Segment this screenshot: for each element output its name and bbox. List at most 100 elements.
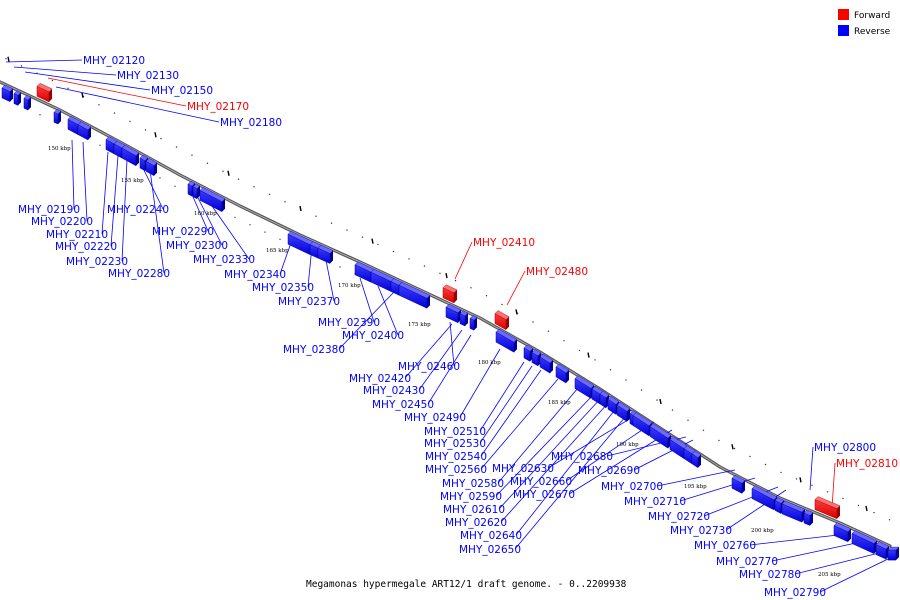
gene-label-mhy-02680[interactable]: MHY_02680 [551,451,613,463]
leader-line [515,405,619,536]
gene-label-mhy-02790[interactable]: MHY_02790 [764,587,826,599]
gene-feature-mhy-02510[interactable] [523,344,534,362]
gene-label-mhy-02400[interactable]: MHY_02400 [342,330,404,342]
gene-feature-mhy-02490[interactable] [495,328,518,353]
gene-feature-mhy-02450[interactable] [469,315,478,331]
gene-label-mhy-02240[interactable]: MHY_02240 [107,204,169,216]
gene-label-mhy-02530[interactable]: MHY_02530 [424,438,486,450]
gene-label-mhy-02200[interactable]: MHY_02200 [31,216,93,228]
gene-feature-mhy-02180[interactable] [53,108,62,125]
gene-feature-mhy-02730[interactable] [781,500,806,523]
gene-feature-mhy-02790[interactable] [887,546,900,561]
gene-label-mhy-02490[interactable]: MHY_02490 [404,412,466,424]
gene-feature-mhy-02170[interactable] [36,83,53,103]
gene-label-mhy-02760[interactable]: MHY_02760 [694,540,756,552]
gene-feature-mhy-02200[interactable] [77,121,92,141]
leader-line [749,534,839,546]
gene-label-mhy-02150[interactable]: MHY_02150 [151,85,213,97]
gene-feature-mhy-02810[interactable] [814,496,841,520]
gene-feature-mhy-02420[interactable] [445,303,462,324]
gene-label-mhy-02340[interactable]: MHY_02340 [224,269,286,281]
gene-label-mhy-02810[interactable]: MHY_02810 [836,458,898,470]
figure-caption: Megamonas hypermegale ART12/1 draft geno… [306,579,627,590]
gene-label-mhy-02710[interactable]: MHY_02710 [624,496,686,508]
gene-label-mhy-02460[interactable]: MHY_02460 [398,361,460,373]
gene-label-mhy-02370[interactable]: MHY_02370 [278,296,340,308]
gene-feature-mhy-02700[interactable] [731,474,746,494]
scale-label: 165 kbp [266,248,289,254]
gene-label-mhy-02220[interactable]: MHY_02220 [55,241,117,253]
gene-feature-mhy-02430[interactable] [459,310,469,327]
gene-feature-mhy-02150[interactable] [23,94,32,111]
gene-feature-mhy-02130[interactable] [13,90,22,106]
gene-label-mhy-02630[interactable]: MHY_02630 [492,463,554,475]
gene-feature-mhy-02760[interactable] [833,522,852,543]
scale-labels: 150 kbp 155 kbp 160 kbp 165 kbp 170 kbp 175 k… [48,146,841,578]
gene-feature-mhy-02370[interactable] [317,244,334,264]
gene-label-mhy-02390[interactable]: MHY_02390 [318,317,380,329]
gene-label-mhy-02510[interactable]: MHY_02510 [424,426,486,438]
gene-label-mhy-02580[interactable]: MHY_02580 [442,478,504,490]
gene-feature-mhy-02690[interactable] [691,450,702,469]
gene-feature-mhy-02480[interactable] [494,310,510,331]
gene-label-mhy-02130[interactable]: MHY_02130 [117,70,179,82]
gene-label-mhy-02770[interactable]: MHY_02770 [716,556,778,568]
gene-label-mhy-02480[interactable]: MHY_02480 [526,266,588,278]
leader-line [427,334,472,405]
gene-label-mhy-02670[interactable]: MHY_02670 [513,489,575,501]
gene-label-mhy-02230[interactable]: MHY_02230 [66,256,128,268]
gene-label-mhy-02300[interactable]: MHY_02300 [166,240,228,252]
gene-feature-mhy-02460[interactable] [398,281,431,309]
gene-label-mhy-02420[interactable]: MHY_02420 [349,373,411,385]
leader-line [656,469,736,487]
gene-label-mhy-02380[interactable]: MHY_02380 [283,344,345,356]
gene-feature-mhy-02800[interactable] [803,509,814,526]
gene-feature-mhy-02630[interactable] [632,412,653,437]
leader-line [377,285,399,336]
gene-feature-mhy-02230[interactable] [121,144,140,167]
gene-label-mhy-02290[interactable]: MHY_02290 [152,226,214,238]
gene-label-mhy-02650[interactable]: MHY_02650 [459,544,521,556]
gene-label-mhy-02210[interactable]: MHY_02210 [46,229,108,241]
gene-feature-mhy-02410[interactable] [442,284,458,304]
gene-label-mhy-02120[interactable]: MHY_02120 [83,55,145,67]
gene-label-mhy-02170[interactable]: MHY_02170 [187,101,249,113]
gene-label-mhy-02350[interactable]: MHY_02350 [252,282,314,294]
gene-feature-mhy-02540[interactable] [539,353,554,374]
gene-label-mhy-02180[interactable]: MHY_02180 [220,117,282,129]
leader-line [568,429,673,495]
gene-label-mhy-02280[interactable]: MHY_02280 [108,268,170,280]
gene-label-mhy-02660[interactable]: MHY_02660 [510,476,572,488]
gene-feature-mhy-02120[interactable] [1,84,14,103]
gene-label-mhy-02780[interactable]: MHY_02780 [739,569,801,581]
gene-label-mhy-02640[interactable]: MHY_02640 [460,530,522,542]
gene-feature-mhy-02560[interactable] [555,363,570,384]
gene-label-mhy-02700[interactable]: MHY_02700 [601,481,663,493]
gene-label-mhy-02430[interactable]: MHY_02430 [363,385,425,397]
gene-label-mhy-02720[interactable]: MHY_02720 [648,511,710,523]
gene-label-mhy-02730[interactable]: MHY_02730 [670,525,732,537]
gene-label-mhy-02610[interactable]: MHY_02610 [443,504,505,516]
gene-label-mhy-02590[interactable]: MHY_02590 [440,491,502,503]
gene-feature-mhy-02660[interactable] [649,423,672,449]
gene-label-mhy-02620[interactable]: MHY_02620 [445,517,507,529]
gene-feature-mhy-02530[interactable] [531,349,542,367]
gene-label-mhy-02540[interactable]: MHY_02540 [425,451,487,463]
gene-label-mhy-02690[interactable]: MHY_02690 [578,465,640,477]
gene-label-mhy-02330[interactable]: MHY_02330 [193,254,255,266]
gene-feature-mhy-02710[interactable] [751,485,778,511]
gene-label-mhy-02800[interactable]: MHY_02800 [814,442,876,454]
gene-feature-mhy-02640[interactable] [616,401,631,423]
leader-line [497,387,579,484]
gene-label-mhy-02190[interactable]: MHY_02190 [18,204,80,216]
gene-feature-mhy-02280[interactable] [145,158,158,177]
gene-label-mhy-02410[interactable]: MHY_02410 [473,237,535,249]
leader-line [506,270,526,306]
gene-feature-mhy-02330[interactable] [199,187,226,213]
reverse-legend-swatch [838,25,849,36]
gene-label-mhy-02560[interactable]: MHY_02560 [425,464,487,476]
gene-feature-mhy-02300[interactable] [192,183,201,200]
gene-label-mhy-02450[interactable]: MHY_02450 [372,399,434,411]
